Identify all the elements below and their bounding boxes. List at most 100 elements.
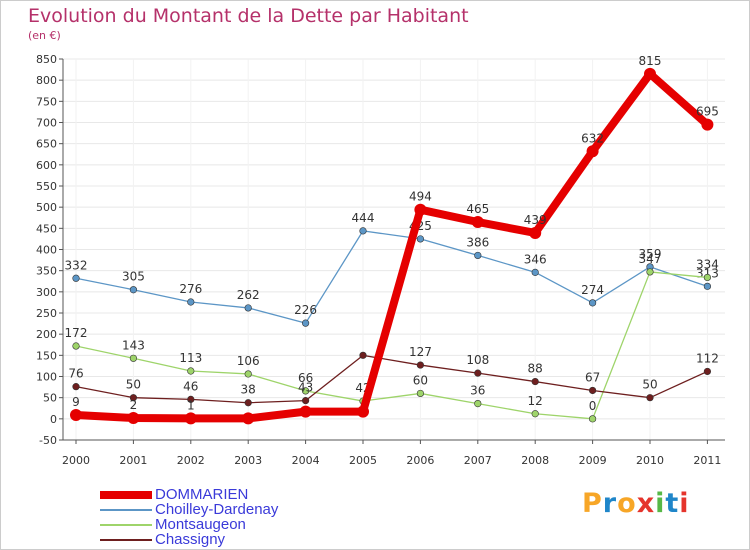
- data-label: 67: [585, 370, 600, 384]
- data-point: [70, 409, 82, 422]
- data-label: 50: [642, 378, 657, 392]
- data-label: 2: [130, 398, 138, 412]
- data-point: [302, 387, 310, 395]
- data-point: [588, 386, 597, 395]
- legend-swatch: [100, 491, 152, 499]
- data-point: [127, 411, 140, 424]
- data-point: [357, 405, 369, 418]
- legend-swatch: [100, 539, 152, 541]
- data-point: [184, 412, 197, 425]
- data-point: [359, 351, 367, 359]
- data-label: 112: [696, 351, 719, 365]
- x-tick-label: 2011: [693, 454, 721, 467]
- data-label: 305: [122, 270, 145, 284]
- y-tick-label: 450: [36, 222, 57, 235]
- data-point: [129, 354, 137, 362]
- data-label: 12: [528, 394, 543, 408]
- x-tick-label: 2005: [349, 454, 377, 467]
- data-label: 347: [639, 252, 662, 266]
- x-tick-label: 2010: [636, 454, 664, 467]
- data-point: [187, 395, 195, 403]
- data-label: 143: [122, 338, 145, 352]
- data-label: 274: [581, 283, 604, 297]
- data-point: [299, 405, 312, 418]
- data-label: 262: [237, 288, 260, 302]
- x-tick-label: 2009: [579, 454, 607, 467]
- chart-title: Evolution du Montant de la Dette par Hab…: [28, 5, 469, 27]
- data-label: 50: [126, 378, 141, 392]
- data-point: [72, 274, 80, 282]
- data-point: [72, 383, 80, 391]
- y-tick-label: 550: [36, 180, 57, 193]
- logo-letter: i: [655, 488, 666, 519]
- legend-label: Chassigny: [155, 531, 226, 548]
- data-label: 632: [581, 131, 604, 145]
- data-point: [72, 342, 80, 350]
- data-label: 76: [68, 367, 83, 381]
- logo-letter: o: [617, 488, 637, 519]
- data-label: 815: [639, 54, 662, 68]
- data-label: 444: [352, 211, 375, 225]
- x-tick-label: 2000: [62, 454, 90, 467]
- data-label: 46: [183, 379, 198, 393]
- data-point: [474, 369, 482, 377]
- x-tick-label: 2007: [464, 454, 492, 467]
- legend-swatch: [100, 509, 152, 511]
- y-tick-label: -50: [39, 434, 57, 447]
- data-label: 66: [298, 371, 313, 385]
- data-label: 106: [237, 354, 260, 368]
- y-tick-label: 650: [36, 138, 57, 151]
- y-tick-label: 0: [50, 413, 57, 426]
- data-point: [588, 299, 597, 307]
- data-label: 108: [466, 353, 489, 367]
- data-point: [359, 227, 367, 235]
- data-point: [187, 298, 195, 306]
- data-point: [531, 410, 539, 418]
- chart-subtitle: (en €): [28, 29, 61, 42]
- series-line-3: [75, 354, 709, 404]
- x-tick-label: 2008: [521, 454, 549, 467]
- data-label: 494: [409, 190, 432, 204]
- legend-label: Choilley-Dardenay: [155, 501, 279, 518]
- data-label: 88: [528, 362, 543, 376]
- y-tick-label: 500: [36, 201, 57, 214]
- y-tick-label: 50: [43, 392, 57, 405]
- y-tick-label: 350: [36, 265, 57, 278]
- data-point: [529, 226, 542, 239]
- x-tick-label: 2006: [406, 454, 434, 467]
- logo-letter: P: [582, 488, 603, 519]
- data-label: 60: [413, 373, 428, 387]
- x-tick-label: 2002: [177, 454, 205, 467]
- data-label: 36: [470, 384, 485, 398]
- logo-letter: t: [665, 488, 680, 519]
- data-point: [703, 367, 712, 376]
- x-tick-label: 2003: [234, 454, 262, 467]
- data-point: [416, 389, 425, 398]
- data-point: [244, 399, 252, 407]
- data-label: 38: [241, 383, 256, 397]
- y-tick-label: 300: [36, 286, 57, 299]
- data-point: [531, 377, 539, 386]
- y-tick-label: 200: [36, 328, 57, 341]
- y-tick-label: 850: [36, 53, 57, 66]
- data-point: [474, 399, 482, 408]
- data-point: [302, 319, 310, 327]
- data-point: [646, 268, 654, 276]
- data-point: [701, 118, 714, 131]
- data-label: 276: [179, 282, 202, 296]
- y-tick-label: 250: [36, 307, 57, 320]
- y-tick-label: 400: [36, 244, 57, 257]
- y-tick-label: 700: [36, 117, 57, 130]
- logo-letter: x: [636, 488, 656, 519]
- data-label: 332: [65, 258, 88, 272]
- data-label: 226: [294, 303, 317, 317]
- data-point: [416, 235, 425, 243]
- data-point: [302, 397, 310, 405]
- data-point: [586, 145, 599, 158]
- y-tick-label: 800: [36, 74, 57, 87]
- data-label: 0: [589, 399, 597, 413]
- data-label: 346: [524, 252, 547, 266]
- y-tick-label: 750: [36, 95, 57, 108]
